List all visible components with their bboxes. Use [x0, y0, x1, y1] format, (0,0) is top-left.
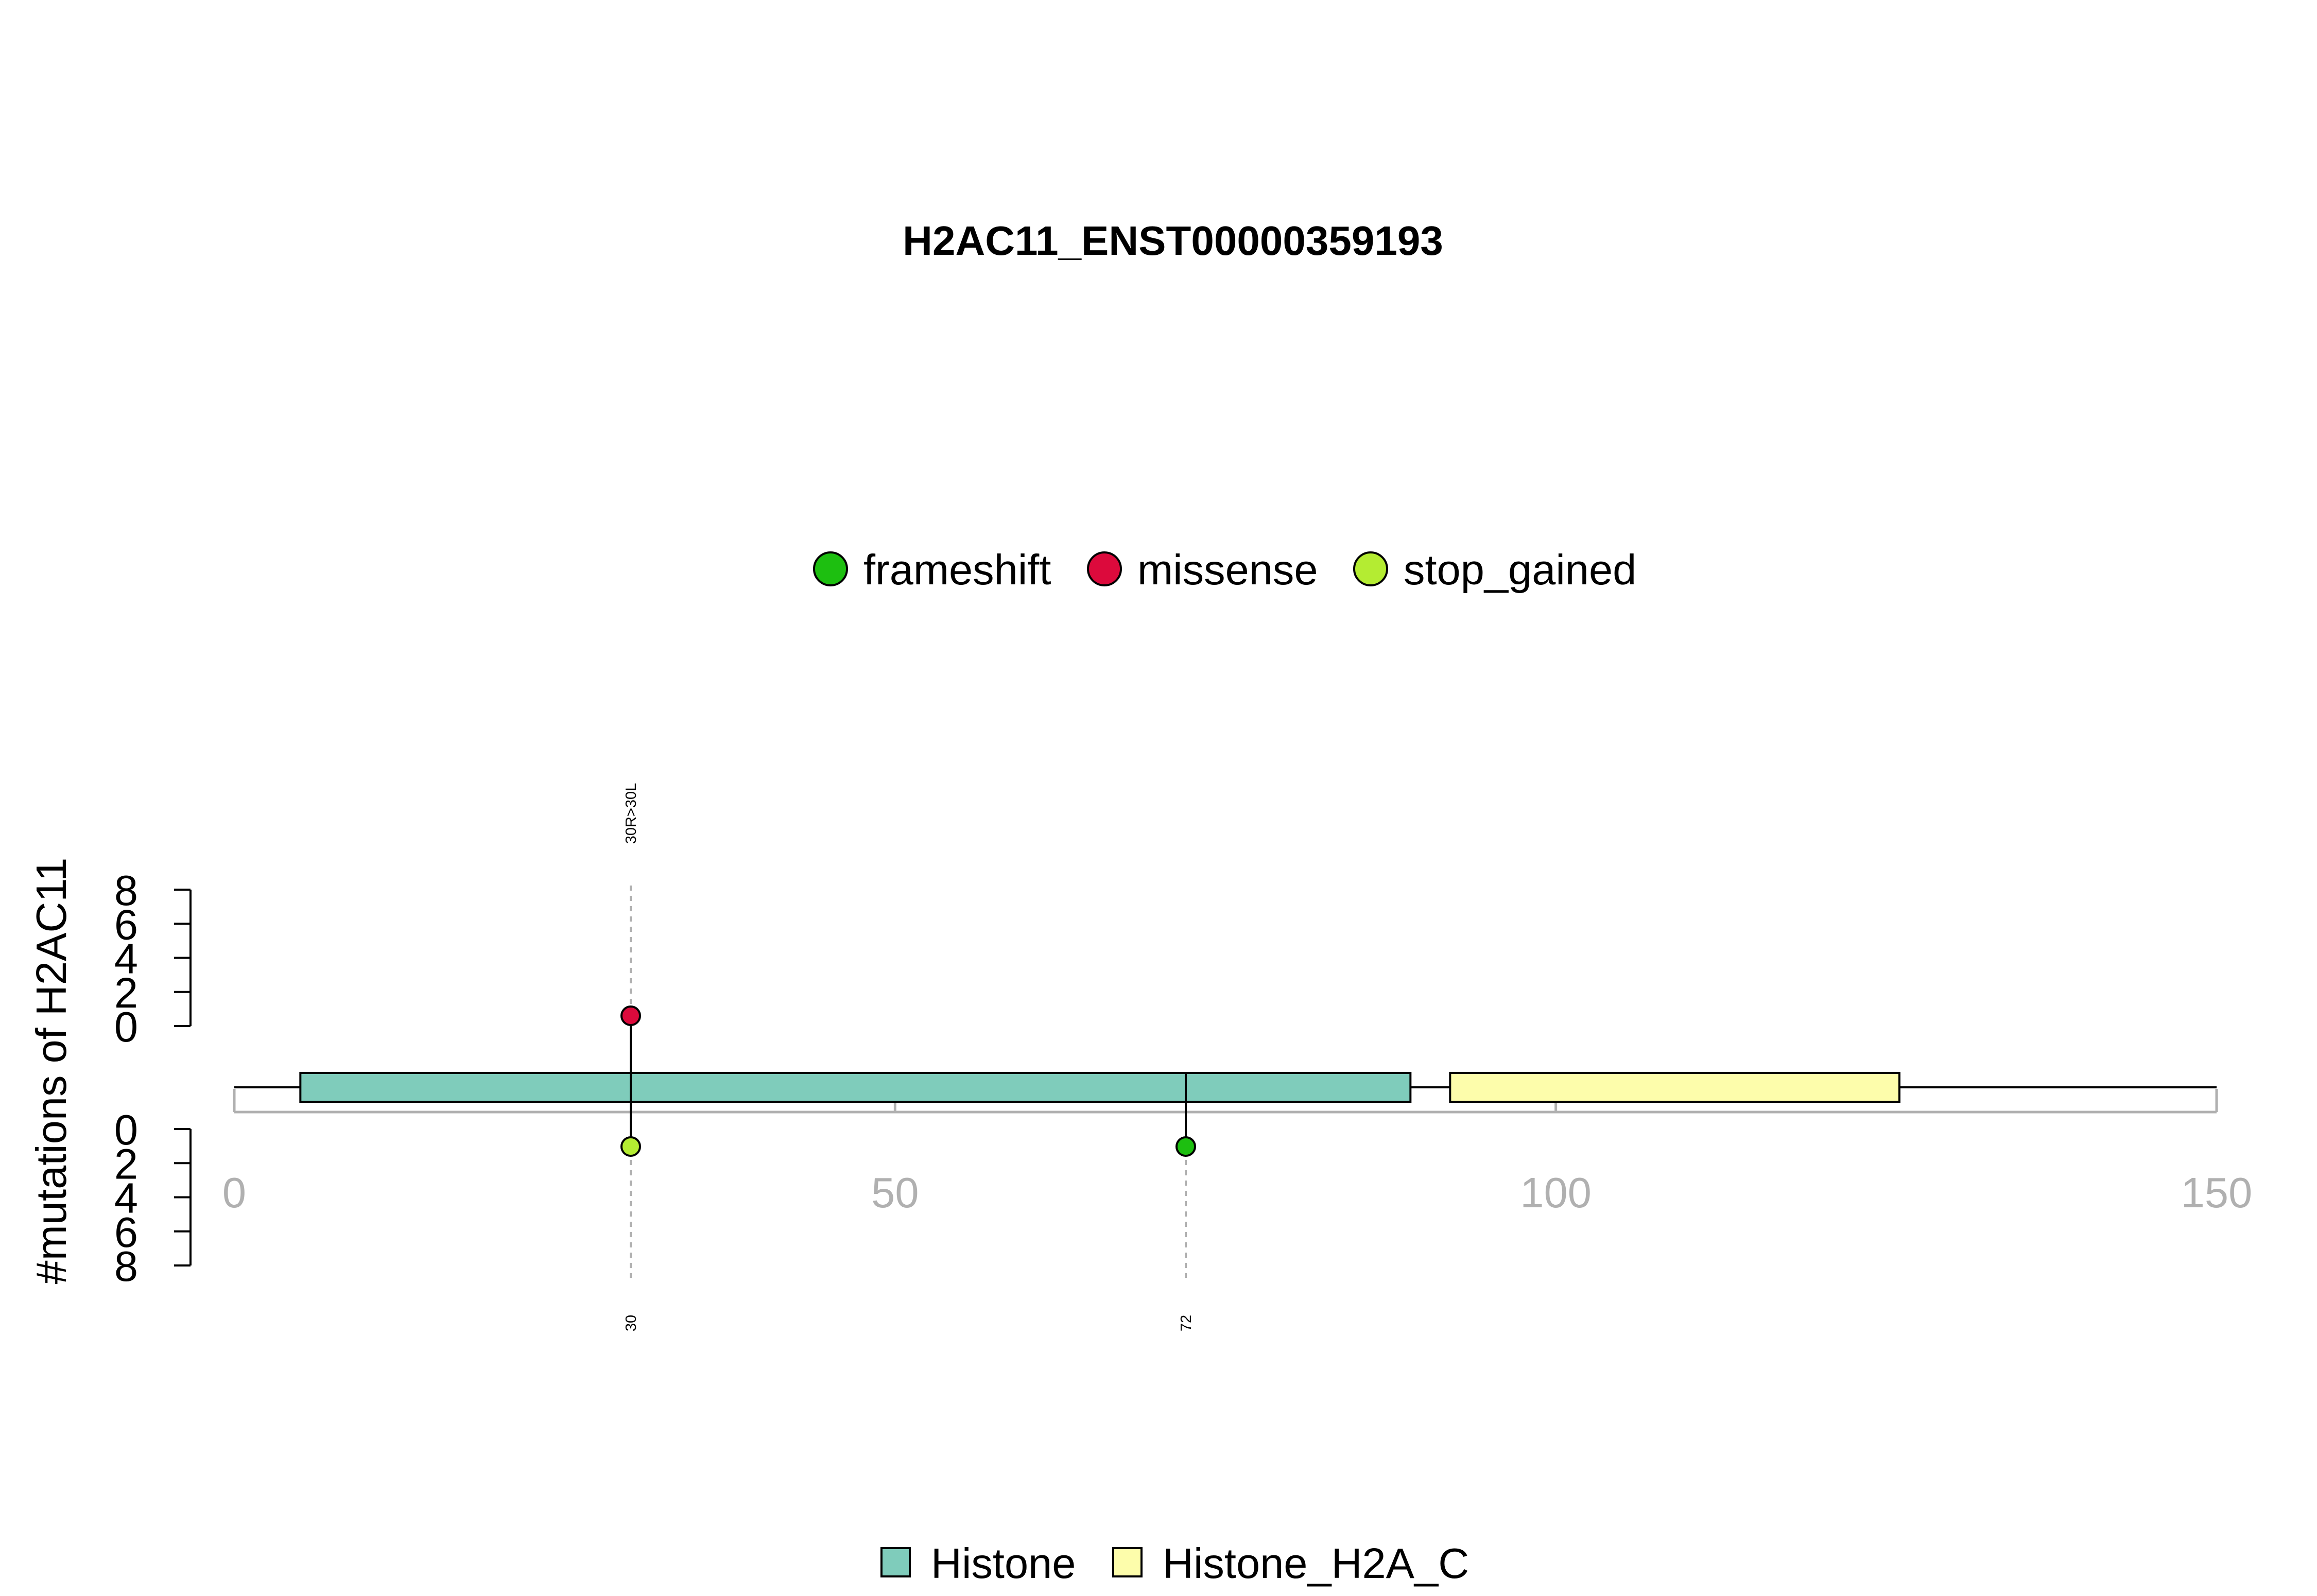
domain-Histone_H2A_C — [1449, 1072, 1900, 1103]
y-tick-label-upper: 0 — [114, 1003, 138, 1051]
legend-label-frameshift: frameshift — [863, 546, 1051, 594]
legend-label-missense: missense — [1137, 546, 1318, 594]
domain-legend: Histone Histone_H2A_C — [880, 1539, 1469, 1587]
legend-swatch-Histone — [880, 1547, 911, 1577]
y-tick-label-lower: 4 — [114, 1174, 138, 1222]
y-tick-label-lower: 8 — [114, 1242, 138, 1290]
mutation-point-frameshift — [1175, 1136, 1196, 1157]
mutation-point-stop_gained — [620, 1136, 641, 1157]
mutation-heads: 30R>30L 30 72 — [620, 783, 1196, 1331]
y-tick-label-upper: 8 — [114, 866, 138, 914]
mutation-legend: frameshift missense stop_gained — [813, 546, 1636, 594]
legend-label-Histone: Histone — [931, 1539, 1076, 1587]
y-tick-label-lower: 6 — [114, 1208, 138, 1256]
x-tick-label: 150 — [2181, 1169, 2252, 1217]
legend-marker-missense — [1087, 551, 1122, 586]
y-tick-label-upper: 4 — [114, 935, 138, 983]
x-axis: 0 50 100 150 — [222, 1089, 2252, 1217]
legend-label-Histone_H2A_C: Histone_H2A_C — [1163, 1539, 1469, 1587]
domain-Histone — [299, 1072, 1412, 1103]
x-tick-label: 50 — [871, 1169, 919, 1217]
legend-marker-stop_gained — [1353, 551, 1388, 586]
domain-group — [299, 1072, 1900, 1103]
x-tick-label: 0 — [222, 1169, 246, 1217]
y-axis-label: #mutations of H2AC11 — [27, 858, 75, 1285]
mutation-label: 30 — [623, 1315, 639, 1331]
legend-swatch-Histone_H2A_C — [1112, 1547, 1143, 1577]
chart-title: H2AC11_ENST00000359193 — [903, 218, 1443, 264]
y-tick-label-lower: 0 — [114, 1106, 138, 1154]
y-tick-label-upper: 6 — [114, 900, 138, 948]
mutation-point-missense — [620, 1005, 641, 1026]
x-tick-label: 100 — [1520, 1169, 1591, 1217]
y-tick-label-upper: 2 — [114, 969, 138, 1017]
y-tick-label-lower: 2 — [114, 1140, 138, 1188]
legend-marker-frameshift — [813, 551, 848, 586]
legend-label-stop_gained: stop_gained — [1404, 546, 1636, 594]
mutation-label: 72 — [1178, 1315, 1195, 1331]
mutation-label: 30R>30L — [623, 783, 639, 844]
